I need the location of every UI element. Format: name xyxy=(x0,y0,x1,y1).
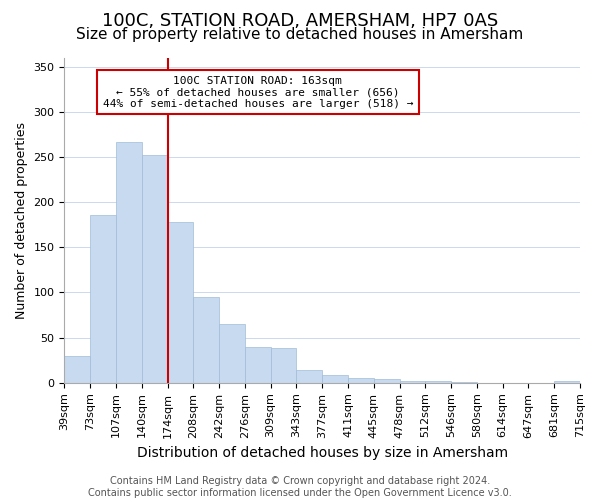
Bar xyxy=(348,378,374,383)
Text: 100C, STATION ROAD, AMERSHAM, HP7 0AS: 100C, STATION ROAD, AMERSHAM, HP7 0AS xyxy=(102,12,498,30)
Bar xyxy=(193,297,219,383)
Bar xyxy=(296,370,322,383)
Bar xyxy=(554,381,580,383)
Bar xyxy=(142,155,167,383)
Bar xyxy=(374,379,400,383)
Text: 100C STATION ROAD: 163sqm
← 55% of detached houses are smaller (656)
44% of semi: 100C STATION ROAD: 163sqm ← 55% of detac… xyxy=(103,76,413,109)
Bar xyxy=(116,142,142,383)
Bar xyxy=(400,381,425,383)
Bar xyxy=(167,222,193,383)
Bar xyxy=(451,382,477,383)
Bar xyxy=(271,348,296,383)
Text: Contains HM Land Registry data © Crown copyright and database right 2024.
Contai: Contains HM Land Registry data © Crown c… xyxy=(88,476,512,498)
Y-axis label: Number of detached properties: Number of detached properties xyxy=(15,122,28,318)
Bar xyxy=(425,381,451,383)
Bar xyxy=(64,356,90,383)
Bar xyxy=(322,374,348,383)
X-axis label: Distribution of detached houses by size in Amersham: Distribution of detached houses by size … xyxy=(137,446,508,460)
Bar xyxy=(219,324,245,383)
Text: Size of property relative to detached houses in Amersham: Size of property relative to detached ho… xyxy=(76,28,524,42)
Bar xyxy=(90,214,116,383)
Bar xyxy=(245,346,271,383)
